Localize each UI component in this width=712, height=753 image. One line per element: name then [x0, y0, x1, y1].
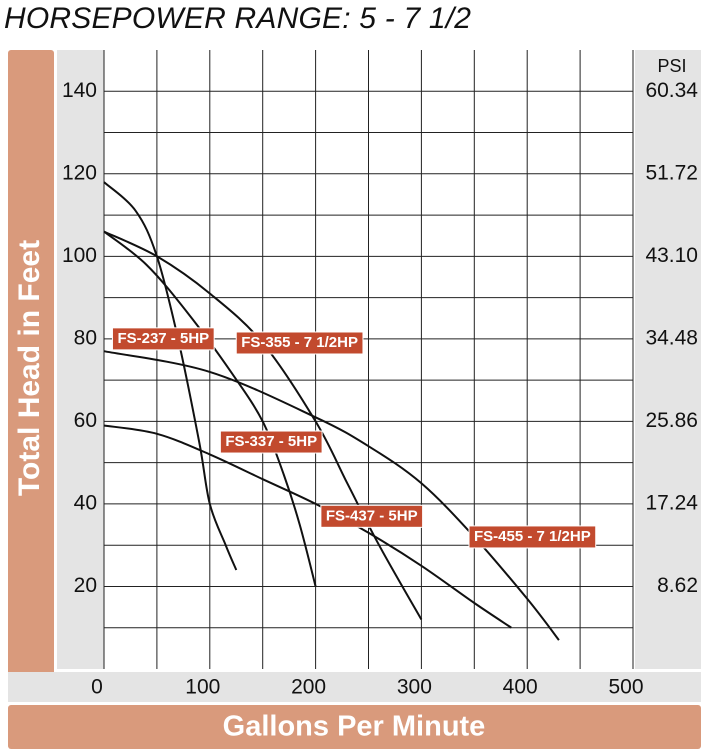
curve-labels: FS-237 - 5HP FS-337 - 5HP FS-355 - 7 1/2HP… [111, 327, 597, 549]
x-tick-label: 300 [397, 676, 432, 699]
curve-label-fs-237-5hp: FS-237 - 5HP [111, 327, 215, 351]
psi-tick-label: 17.24 [645, 491, 698, 514]
y-tick-label: 80 [74, 326, 97, 349]
curve-fs-355-7-1-2hp [103, 230, 423, 620]
bottom-tick-band [8, 672, 701, 702]
curve-label-fs-437-5hp: FS-437 - 5HP [320, 504, 424, 528]
curve-fs-455-7-1-2hp [103, 350, 560, 641]
right-tick-labels: 8.62 17.24 25.86 34.48 43.10 51.72 60.34 [645, 79, 698, 597]
x-tick-label: 100 [185, 676, 220, 699]
pump-curves [103, 181, 560, 641]
psi-tick-label: 51.72 [645, 161, 698, 184]
psi-tick-label: 8.62 [657, 574, 698, 597]
curve-label-fs-455-7-1-2hp: FS-455 - 7 1/2HP [468, 525, 597, 549]
chart-title: HORSEPOWER RANGE: 5 - 7 1/2 [4, 2, 472, 35]
x-tick-label: 500 [608, 676, 643, 699]
curve-label-box [235, 331, 364, 355]
curve-label-fs-355-7-1-2hp: FS-355 - 7 1/2HP [235, 331, 364, 355]
curve-fs-237-5hp [103, 181, 238, 571]
y-tick-label: 60 [74, 409, 97, 432]
curve-label-box [111, 327, 215, 351]
left-tick-band [57, 50, 104, 669]
x-axis-label: Gallons Per Minute [223, 711, 486, 743]
psi-tick-label: 25.86 [645, 409, 698, 432]
curve-label-text: FS-237 - 5HP [117, 330, 209, 347]
psi-tick-label: 60.34 [645, 79, 698, 102]
right-tick-band [635, 50, 701, 669]
y-tick-label: 120 [62, 161, 97, 184]
y-tick-label: 140 [62, 79, 97, 102]
curve-label-text: FS-337 - 5HP [225, 433, 317, 450]
x-axis-label-band [8, 705, 701, 749]
psi-unit-label: PSI [657, 56, 686, 76]
curve-label-fs-337-5hp: FS-337 - 5HP [219, 430, 323, 454]
psi-tick-label: 34.48 [645, 326, 698, 349]
y-axis-label-band [8, 50, 54, 702]
curve-label-text: FS-455 - 7 1/2HP [474, 528, 591, 545]
y-tick-label: 100 [62, 244, 97, 267]
bottom-tick-labels: 0 100 200 300 400 500 [91, 676, 643, 699]
x-tick-label: 200 [291, 676, 326, 699]
y-tick-label: 40 [74, 491, 97, 514]
curve-label-box [219, 430, 323, 454]
curve-label-box [468, 525, 597, 549]
curve-fs-337-5hp [103, 230, 317, 587]
curve-label-text: FS-355 - 7 1/2HP [241, 334, 358, 351]
curve-fs-437-5hp [103, 424, 512, 629]
x-tick-label: 0 [91, 676, 103, 699]
x-tick-label: 400 [503, 676, 538, 699]
y-tick-label: 20 [74, 574, 97, 597]
curve-label-text: FS-437 - 5HP [326, 507, 418, 524]
left-tick-labels: 20 40 60 80 100 120 140 [62, 79, 97, 597]
curve-label-box [320, 504, 424, 528]
y-axis-label: Total Head in Feet [13, 240, 46, 496]
psi-tick-label: 43.10 [645, 244, 698, 267]
